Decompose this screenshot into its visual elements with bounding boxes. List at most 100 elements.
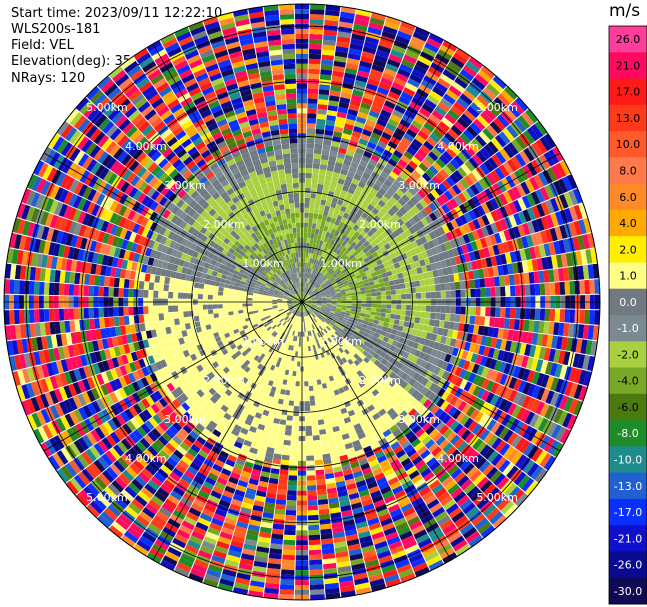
velocity-gate — [397, 197, 407, 207]
velocity-gate — [445, 176, 456, 187]
velocity-gate — [404, 220, 413, 229]
velocity-gate — [402, 168, 412, 178]
velocity-gate — [584, 279, 590, 295]
velocity-gate — [361, 155, 371, 163]
velocity-gate — [577, 235, 586, 250]
velocity-gate — [319, 204, 325, 211]
velocity-gate — [302, 297, 303, 302]
velocity-gate — [403, 203, 412, 212]
velocity-gate — [481, 226, 490, 237]
velocity-gate — [347, 281, 354, 286]
velocity-gate — [296, 366, 301, 372]
velocity-gate — [475, 259, 483, 270]
velocity-gate — [364, 270, 371, 276]
velocity-gate — [326, 237, 332, 244]
velocity-gate — [380, 215, 389, 224]
velocity-gate — [357, 277, 363, 282]
velocity-gate — [341, 234, 347, 241]
velocity-gate — [524, 247, 532, 260]
velocity-gate — [374, 230, 382, 238]
velocity-gate — [489, 234, 498, 246]
velocity-gate — [363, 233, 371, 241]
velocity-gate — [329, 206, 335, 213]
velocity-gate — [433, 276, 440, 285]
velocity-gate — [384, 317, 390, 323]
velocity-gate — [303, 292, 305, 298]
velocity-gate — [283, 399, 289, 406]
velocity-gate — [311, 286, 315, 291]
velocity-gate — [331, 140, 340, 148]
velocity-gate — [304, 282, 307, 288]
velocity-gate — [366, 203, 375, 212]
velocity-gate — [451, 184, 462, 195]
velocity-gate — [503, 275, 510, 286]
velocity-gate — [310, 4, 325, 10]
velocity-gate — [455, 306, 461, 315]
velocity-gate — [435, 158, 446, 169]
velocity-gate — [305, 168, 313, 174]
velocity-gate — [341, 268, 347, 274]
velocity-gate — [458, 272, 465, 281]
velocity-gate — [365, 83, 378, 92]
velocity-gate — [411, 156, 422, 166]
velocity-gate — [319, 84, 331, 91]
velocity-gate — [543, 133, 556, 149]
velocity-gate — [402, 271, 409, 278]
velocity-gate — [454, 217, 464, 227]
velocity-gate — [315, 123, 325, 130]
velocity-gate — [304, 381, 309, 387]
velocity-gate — [277, 429, 285, 435]
velocity-gate — [524, 179, 535, 193]
velocity-gate — [303, 237, 307, 243]
velocity-gate — [434, 186, 444, 196]
velocity-gate — [333, 274, 339, 280]
velocity-gate — [312, 380, 318, 386]
velocity-gate — [370, 271, 377, 277]
velocity-gate — [477, 216, 486, 228]
velocity-gate — [326, 298, 332, 300]
velocity-gate — [533, 245, 542, 259]
velocity-gate — [311, 297, 317, 300]
velocity-gate — [360, 290, 366, 295]
velocity-gate — [385, 313, 391, 319]
velocity-gate — [353, 23, 368, 32]
velocity-gate — [325, 9, 340, 17]
velocity-gate — [523, 130, 535, 145]
velocity-gate — [406, 146, 417, 156]
velocity-gate — [309, 33, 323, 40]
velocity-gate — [320, 274, 325, 280]
velocity-gate — [494, 167, 506, 180]
velocity-gate — [349, 99, 361, 107]
velocity-gate — [389, 183, 399, 193]
velocity-gate — [311, 223, 317, 229]
velocity-gate — [291, 375, 296, 382]
velocity-gate — [408, 217, 417, 226]
velocity-gate — [309, 203, 315, 209]
velocity-gate — [437, 268, 444, 277]
velocity-gate — [545, 214, 555, 229]
velocity-gate — [394, 314, 401, 320]
velocity-gate — [322, 276, 328, 282]
velocity-gate — [470, 306, 476, 316]
velocity-gate — [324, 19, 339, 27]
velocity-gate — [456, 264, 464, 273]
velocity-gate — [474, 73, 489, 87]
velocity-gate — [449, 173, 460, 184]
velocity-gate — [345, 257, 351, 264]
velocity-gate — [366, 222, 374, 230]
velocity-gate — [306, 143, 315, 149]
velocity-gate — [311, 375, 317, 381]
velocity-gate — [349, 228, 357, 235]
velocity-gate — [412, 31, 428, 42]
velocity-gate — [336, 294, 342, 298]
velocity-gate — [315, 193, 322, 200]
velocity-gate — [359, 60, 373, 69]
velocity-gate — [319, 169, 327, 175]
velocity-gate — [327, 110, 337, 117]
velocity-gate — [308, 83, 319, 90]
velocity-gate — [512, 262, 519, 274]
velocity-gate — [317, 384, 323, 390]
velocity-gate — [337, 199, 344, 206]
velocity-gate — [315, 284, 320, 289]
velocity-gate — [321, 257, 326, 263]
